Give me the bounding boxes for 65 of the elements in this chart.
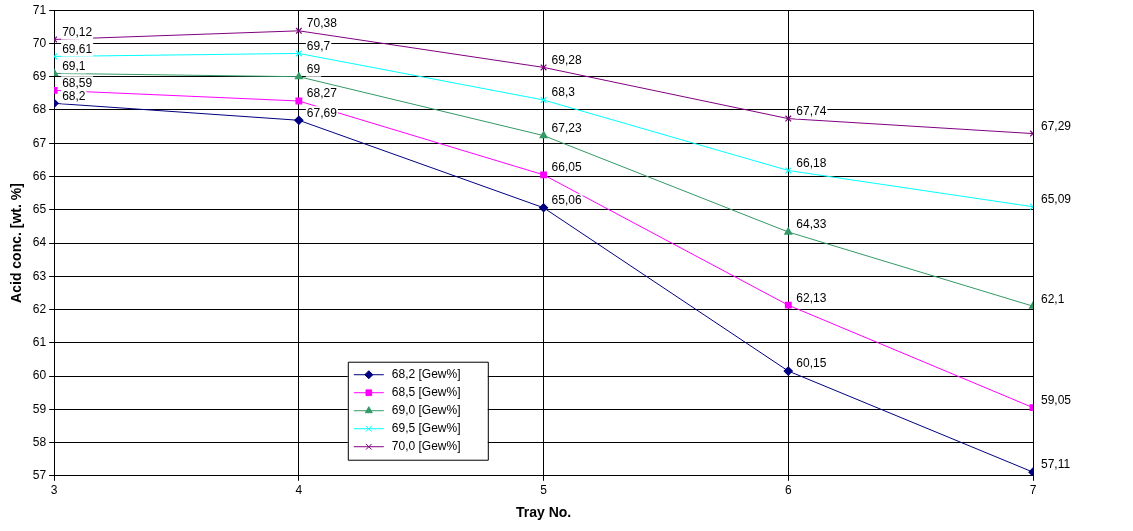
y-tick-label: 60 <box>32 368 47 383</box>
x-tick-label: 6 <box>784 483 792 498</box>
point <box>540 96 547 104</box>
data-label: 67,74 <box>796 103 827 118</box>
y-tick-label: 66 <box>32 168 47 183</box>
data-label: 62,13 <box>796 290 827 305</box>
data-label: 68,27 <box>306 86 338 101</box>
point <box>784 167 792 174</box>
point <box>783 366 793 376</box>
data-label: 65,06 <box>551 193 582 208</box>
point <box>294 72 303 80</box>
data-label: 68,59 <box>62 75 93 90</box>
x-axis-title: Tray No. <box>515 504 572 521</box>
y-tick-label: 61 <box>32 335 47 350</box>
data-label: 70,38 <box>306 16 338 31</box>
y-tick-label: 57 <box>32 468 47 483</box>
data-label: 59,05 <box>1041 392 1072 407</box>
data-label: 66,18 <box>796 155 827 170</box>
data-label: 69,1 <box>62 58 86 73</box>
point <box>539 130 548 139</box>
y-tick-label: 65 <box>32 202 47 217</box>
data-label: 69 <box>306 62 321 77</box>
data-label: 65,09 <box>1041 192 1072 207</box>
x-tick-label: 3 <box>50 483 58 498</box>
data-label: 67,29 <box>1041 118 1072 133</box>
data-label: 68,3 <box>551 85 576 100</box>
x-tick-label: 5 <box>540 483 548 498</box>
y-tick-label: 64 <box>32 235 47 250</box>
y-tick-label: 69 <box>32 69 47 84</box>
legend-label: 68,2 [Gew%] <box>391 367 461 382</box>
data-label: 57,11 <box>1041 457 1071 472</box>
legend-label: 68,5 [Gew%] <box>391 385 461 400</box>
y-axis-title: Acid conc. [wt. %] <box>8 183 25 303</box>
data-label: 69,28 <box>551 52 582 67</box>
data-label: 62,1 <box>1041 291 1065 306</box>
data-label: 69,7 <box>306 38 331 53</box>
data-label: 67,69 <box>306 105 338 120</box>
point <box>784 115 792 123</box>
y-tick-label: 71 <box>32 2 47 17</box>
data-label: 64,33 <box>796 217 827 232</box>
y-tick-label: 62 <box>32 301 47 316</box>
y-tick-label: 70 <box>32 35 47 50</box>
x-tick-label: 4 <box>295 483 303 498</box>
y-tick-label: 68 <box>32 102 47 117</box>
x-tick-label: 7 <box>1029 483 1037 498</box>
point <box>295 97 303 105</box>
data-label: 69,61 <box>62 41 93 56</box>
y-tick-label: 58 <box>32 434 47 449</box>
data-label: 68,2 <box>62 88 86 103</box>
y-tick-label: 59 <box>32 401 47 416</box>
point <box>540 171 547 179</box>
point <box>294 115 304 125</box>
data-label: 67,23 <box>551 120 582 135</box>
legend-label: 70,0 [Gew%] <box>391 439 461 454</box>
y-tick-label: 67 <box>32 135 47 150</box>
point <box>784 301 792 309</box>
data-label: 60,15 <box>796 356 827 371</box>
data-label: 70,12 <box>62 24 93 39</box>
y-tick-label: 63 <box>32 268 47 283</box>
point <box>784 227 793 235</box>
point <box>295 50 303 57</box>
point <box>538 203 549 213</box>
legend-label: 69,0 [Gew%] <box>391 403 461 418</box>
data-label: 66,05 <box>551 160 582 175</box>
legend-label: 69,5 [Gew%] <box>391 421 461 436</box>
